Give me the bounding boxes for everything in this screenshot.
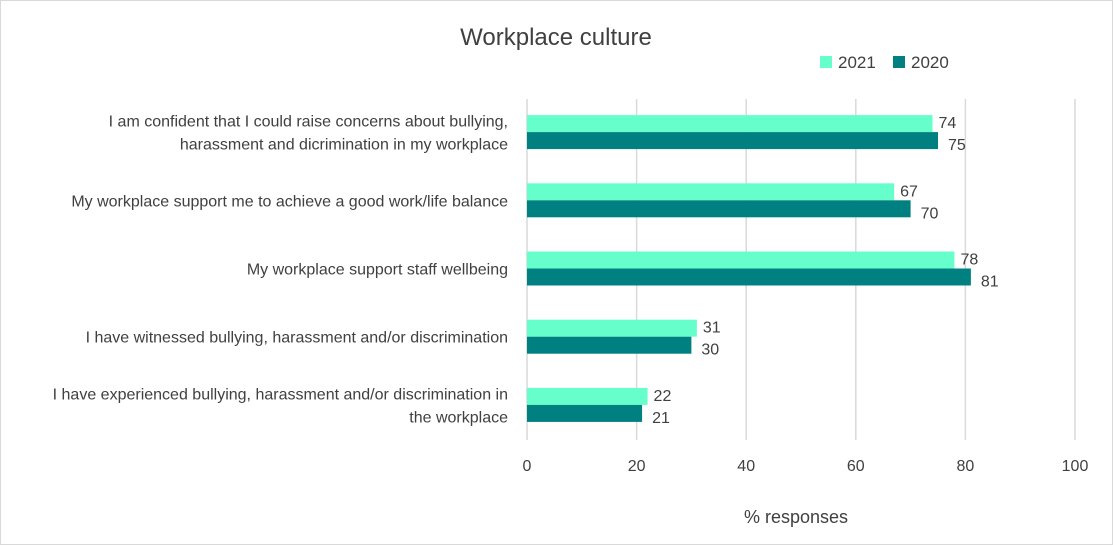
- bar-2021: [527, 387, 648, 405]
- category-label: I have experienced bullying, harassment …: [53, 386, 508, 403]
- data-label: 67: [900, 183, 918, 200]
- bar-2020: [527, 132, 938, 150]
- legend-label: 2020: [911, 53, 949, 72]
- x-tick-label: 40: [737, 458, 755, 475]
- bar-2020: [527, 336, 692, 354]
- category-label: My workplace support staff wellbeing: [247, 262, 508, 279]
- bar-2021: [527, 319, 697, 337]
- category-label: harassment and dicrimination in my workp…: [180, 137, 508, 154]
- bar-2020: [527, 200, 911, 218]
- bar-2020: [527, 268, 971, 286]
- category-label: I am confident that I could raise concer…: [109, 114, 508, 131]
- data-label: 21: [652, 410, 670, 427]
- data-label: 78: [960, 252, 978, 269]
- x-tick-label: 60: [847, 458, 865, 475]
- x-axis-label: % responses: [744, 507, 848, 527]
- x-tick-label: 100: [1062, 458, 1089, 475]
- data-label: 75: [948, 137, 966, 154]
- legend-swatch-2021: [820, 56, 832, 68]
- bar-2021: [527, 251, 955, 269]
- category-label: My workplace support me to achieve a goo…: [71, 193, 508, 210]
- data-label: 70: [921, 205, 939, 222]
- x-tick-label: 20: [628, 458, 646, 475]
- x-tick-label: 0: [523, 458, 532, 475]
- data-label: 31: [703, 320, 721, 337]
- legend-swatch-2020: [893, 56, 905, 68]
- data-label: 81: [981, 274, 999, 291]
- bar-2020: [527, 404, 643, 422]
- data-label: 74: [939, 115, 957, 132]
- category-label: the workplace: [409, 409, 508, 426]
- x-tick-label: 80: [957, 458, 975, 475]
- bar-2021: [527, 115, 933, 133]
- legend-label: 2021: [838, 53, 876, 72]
- data-label: 22: [654, 388, 672, 405]
- category-label: I have witnessed bullying, harassment an…: [86, 330, 508, 347]
- chart-title: Workplace culture: [460, 24, 652, 51]
- data-label: 30: [701, 342, 719, 359]
- bar-2021: [527, 183, 895, 201]
